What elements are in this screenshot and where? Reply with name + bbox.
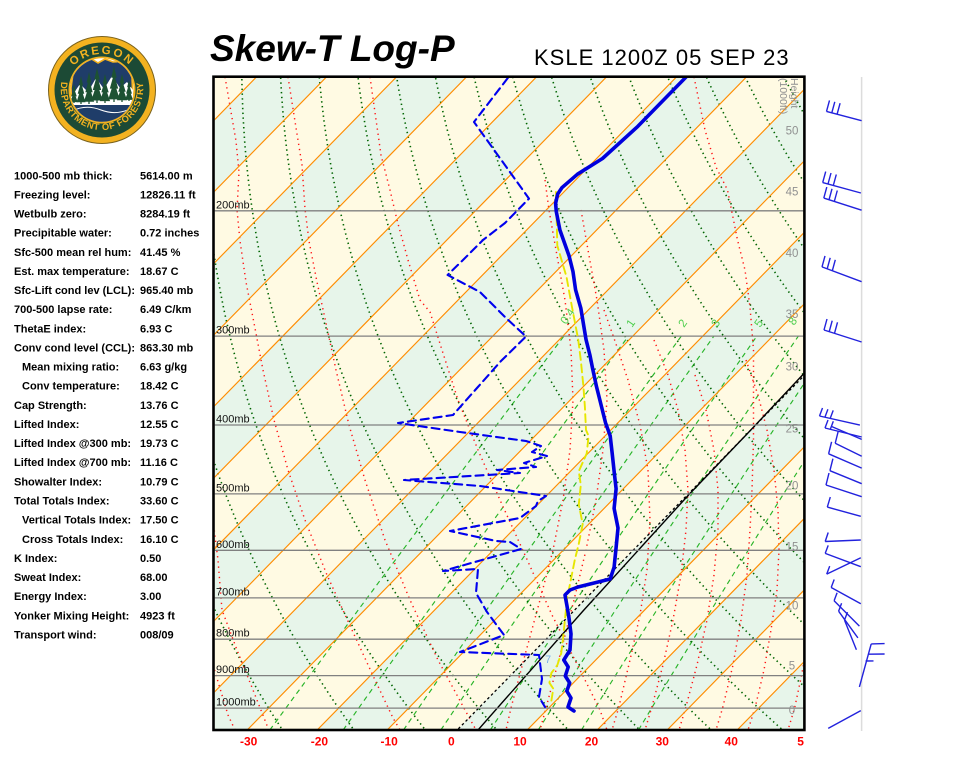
- svg-text:10: 10: [513, 735, 527, 749]
- svg-text:500mb: 500mb: [216, 482, 250, 494]
- svg-text:Sfc-Lift cond lev (LCL):: Sfc-Lift cond lev (LCL):: [14, 285, 135, 297]
- svg-text:Est. max temperature:: Est. max temperature:: [14, 266, 130, 278]
- svg-text:5: 5: [797, 735, 804, 749]
- svg-text:Skew-T Log-P: Skew-T Log-P: [210, 28, 455, 69]
- svg-text:Vertical Totals Index:: Vertical Totals Index:: [22, 515, 131, 527]
- svg-text:41.45 %: 41.45 %: [140, 247, 181, 259]
- svg-text:0: 0: [789, 705, 795, 717]
- svg-text:008/09: 008/09: [140, 629, 174, 641]
- svg-text:600mb: 600mb: [216, 539, 250, 551]
- svg-text:Transport wind:: Transport wind:: [14, 629, 97, 641]
- svg-text:12826.11 ft: 12826.11 ft: [140, 189, 196, 201]
- svg-text:-10: -10: [381, 735, 399, 749]
- svg-text:300mb: 300mb: [216, 325, 250, 337]
- svg-text:Total Totals Index:: Total Totals Index:: [14, 496, 110, 508]
- svg-text:Cross Totals Index:: Cross Totals Index:: [22, 534, 123, 546]
- svg-text:1000-500 mb thick:: 1000-500 mb thick:: [14, 170, 112, 182]
- svg-text:900mb: 900mb: [216, 664, 250, 676]
- svg-text:700mb: 700mb: [216, 586, 250, 598]
- svg-text:800mb: 800mb: [216, 628, 250, 640]
- svg-text:10: 10: [786, 601, 799, 613]
- svg-text:20: 20: [585, 735, 599, 749]
- svg-text:20: 20: [786, 481, 799, 493]
- svg-text:35: 35: [786, 309, 799, 321]
- svg-text:Lifted Index @700 mb:: Lifted Index @700 mb:: [14, 457, 131, 469]
- svg-text:18.67 C: 18.67 C: [140, 266, 179, 278]
- svg-text:40: 40: [725, 735, 739, 749]
- svg-text:3.00: 3.00: [140, 591, 161, 603]
- svg-text:Conv cond level (CCL):: Conv cond level (CCL):: [14, 343, 135, 355]
- svg-text:-20: -20: [311, 735, 329, 749]
- svg-text:6.63 g/kg: 6.63 g/kg: [140, 362, 187, 374]
- svg-text:200mb: 200mb: [216, 199, 250, 211]
- svg-text:45: 45: [786, 187, 799, 199]
- svg-text:18.42 C: 18.42 C: [140, 381, 179, 393]
- svg-text:30: 30: [786, 361, 799, 373]
- svg-text:50: 50: [786, 125, 799, 137]
- svg-text:Sweat Index:: Sweat Index:: [14, 572, 81, 584]
- svg-text:Showalter Index:: Showalter Index:: [14, 476, 102, 488]
- svg-text:Height: Height: [788, 78, 800, 108]
- svg-text:Energy Index:: Energy Index:: [14, 591, 87, 603]
- svg-text:25: 25: [786, 423, 799, 435]
- svg-text:40: 40: [786, 248, 799, 260]
- svg-text:7: 7: [545, 654, 551, 666]
- svg-text:Wetbulb zero:: Wetbulb zero:: [14, 209, 87, 221]
- svg-text:Cap Strength:: Cap Strength:: [14, 400, 87, 412]
- svg-text:Yonker Mixing Height:: Yonker Mixing Height:: [14, 610, 129, 622]
- svg-text:ThetaE index:: ThetaE index:: [14, 323, 86, 335]
- svg-text:0: 0: [448, 735, 455, 749]
- svg-text:68.00: 68.00: [140, 572, 168, 584]
- svg-text:863.30 mb: 863.30 mb: [140, 343, 193, 355]
- svg-text:Precipitable water:: Precipitable water:: [14, 228, 112, 240]
- svg-text:Sfc-500 mean rel hum:: Sfc-500 mean rel hum:: [14, 247, 131, 259]
- svg-text:Lifted Index @300 mb:: Lifted Index @300 mb:: [14, 438, 131, 450]
- svg-text:Freezing level:: Freezing level:: [14, 189, 90, 201]
- svg-text:17.50 C: 17.50 C: [140, 515, 179, 527]
- svg-text:10.79 C: 10.79 C: [140, 476, 179, 488]
- svg-text:33.60 C: 33.60 C: [140, 496, 179, 508]
- svg-text:6.49 C/km: 6.49 C/km: [140, 304, 192, 316]
- svg-text:30: 30: [656, 735, 670, 749]
- svg-text:5: 5: [789, 660, 795, 672]
- svg-text:Conv temperature:: Conv temperature:: [22, 381, 120, 393]
- svg-text:19.73 C: 19.73 C: [140, 438, 179, 450]
- svg-text:11.16 C: 11.16 C: [140, 457, 178, 469]
- svg-text:1000mb: 1000mb: [216, 697, 256, 709]
- svg-text:12.55 C: 12.55 C: [140, 419, 179, 431]
- svg-text:KSLE 1200Z 05 SEP 23: KSLE 1200Z 05 SEP 23: [534, 45, 790, 70]
- svg-text:8284.19 ft: 8284.19 ft: [140, 209, 190, 221]
- svg-text:K Index:: K Index:: [14, 553, 57, 565]
- svg-text:6.93 C: 6.93 C: [140, 323, 172, 335]
- svg-text:Lifted Index:: Lifted Index:: [14, 419, 79, 431]
- svg-text:4923 ft: 4923 ft: [140, 610, 175, 622]
- svg-text:(1000ft): (1000ft): [777, 78, 789, 114]
- svg-text:0.72 inches: 0.72 inches: [140, 228, 199, 240]
- svg-text:15: 15: [786, 542, 799, 554]
- svg-text:16.10 C: 16.10 C: [140, 534, 179, 546]
- svg-text:965.40 mb: 965.40 mb: [140, 285, 193, 297]
- svg-text:13.76 C: 13.76 C: [140, 400, 179, 412]
- svg-text:Mean mixing ratio:: Mean mixing ratio:: [22, 362, 119, 374]
- svg-text:5614.00 m: 5614.00 m: [140, 170, 193, 182]
- svg-text:0.50: 0.50: [140, 553, 161, 565]
- svg-text:400mb: 400mb: [216, 414, 250, 426]
- svg-text:-30: -30: [240, 735, 258, 749]
- svg-text:700-500 lapse rate:: 700-500 lapse rate:: [14, 304, 112, 316]
